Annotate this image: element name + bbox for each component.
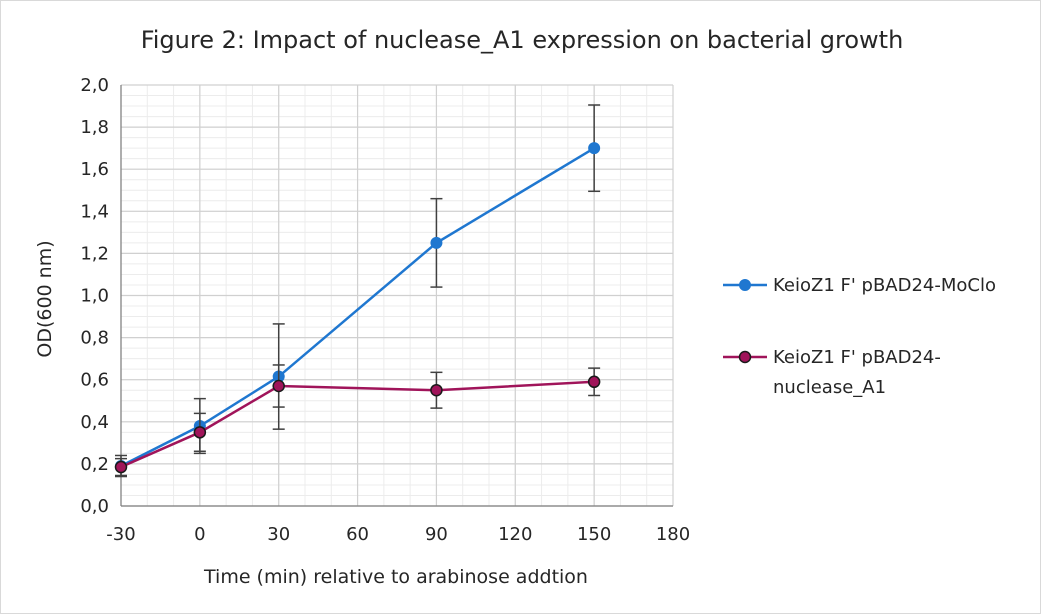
x-tick-label: 180 xyxy=(656,524,690,545)
data-point xyxy=(430,236,443,249)
y-tick-label: 0,4 xyxy=(80,412,109,433)
y-tick-label: 1,2 xyxy=(80,243,109,264)
legend-entry-2: KeioZ1 F' pBAD24- nuclease_A1 xyxy=(723,347,941,398)
y-tick-label: 0,2 xyxy=(80,454,109,475)
y-tick-label: 1,4 xyxy=(80,201,109,222)
data-point xyxy=(193,426,207,439)
y-tick-label: 1,0 xyxy=(80,286,109,307)
legend-label: KeioZ1 F' pBAD24- xyxy=(773,347,941,368)
legend-marker xyxy=(738,350,752,364)
x-tick-label: 150 xyxy=(577,524,611,545)
legend-label: KeioZ1 F' pBAD24-MoClo xyxy=(773,275,996,296)
data-point xyxy=(114,460,128,474)
x-tick-label: 60 xyxy=(346,524,369,545)
x-tick-label: 120 xyxy=(498,524,532,545)
y-tick-label: 0,6 xyxy=(80,370,109,391)
y-tick-label: 0,8 xyxy=(80,328,109,349)
x-tick-label: 90 xyxy=(425,524,448,545)
data-point xyxy=(588,142,601,155)
y-tick-label: 1,8 xyxy=(80,117,109,138)
y-axis-label: OD(600 nm) xyxy=(34,240,56,357)
y-tick-label: 1,6 xyxy=(80,159,109,180)
series-2 xyxy=(114,364,601,477)
data-point xyxy=(587,375,601,389)
x-tick-label: 30 xyxy=(267,524,290,545)
x-axis-label: Time (min) relative to arabinose addtion xyxy=(203,566,588,588)
chart-title: Figure 2: Impact of nuclease_A1 expressi… xyxy=(141,26,904,54)
legend-label: nuclease_A1 xyxy=(773,377,886,398)
legend-marker xyxy=(739,279,751,291)
data-point xyxy=(272,379,285,393)
y-tick-label: 0,0 xyxy=(80,496,109,517)
x-tick-label: -30 xyxy=(106,524,135,545)
data-point xyxy=(430,383,443,397)
legend-entry-1: KeioZ1 F' pBAD24-MoClo xyxy=(723,275,996,296)
x-tick-label: 0 xyxy=(194,524,205,545)
y-tick-label: 2,0 xyxy=(80,75,109,96)
